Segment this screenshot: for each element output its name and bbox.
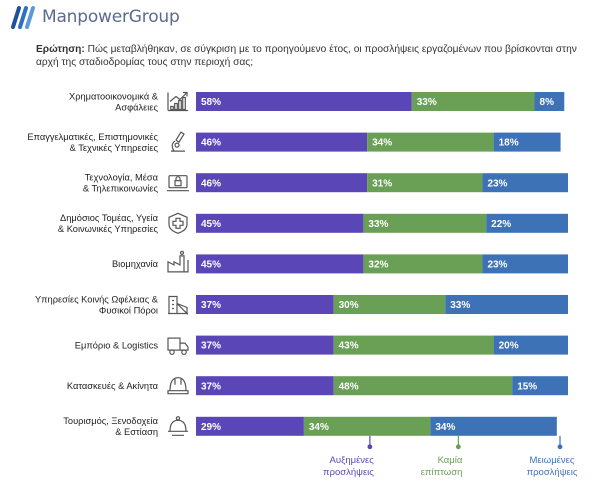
data-label: 33%	[450, 300, 470, 311]
data-label: 37%	[201, 381, 221, 392]
legend-marker-dot	[367, 444, 373, 450]
data-label: 15%	[517, 381, 537, 392]
category-label: Κατασκευές & Ακίνητα	[67, 381, 159, 391]
data-label: 18%	[499, 138, 519, 149]
bar-segment	[196, 132, 368, 152]
data-label: 33%	[368, 219, 388, 230]
data-label: 58%	[201, 97, 221, 108]
data-label: 30%	[339, 300, 359, 311]
bar-segment	[196, 213, 364, 233]
bar-segment	[196, 416, 304, 436]
shield-cross-icon	[168, 212, 188, 234]
bar-segment	[333, 295, 446, 314]
data-label: 23%	[487, 260, 507, 271]
legend-marker-dot	[455, 444, 461, 450]
factory-icon	[167, 250, 189, 273]
manpower-logo-icon	[11, 6, 35, 29]
data-label: 34%	[435, 422, 455, 433]
legend-entry: Αυξημένες προσλήψεις	[323, 455, 374, 478]
category-label: Επαγγελματικές, Επιστημονικές & Τεχνικές …	[27, 132, 158, 153]
bar-segment	[482, 173, 568, 193]
category-label: Τεχνολογία, Μέσα & Τηλεπικοινωνίες	[83, 173, 159, 194]
bar-segment	[363, 254, 483, 274]
category-label: Υπηρεσίες Κοινής Ωφέλειας & Φυσικοί Πόροι	[35, 294, 159, 315]
data-label: 37%	[201, 300, 221, 311]
data-label: 45%	[201, 260, 221, 271]
legend-marker-dot	[557, 444, 563, 450]
bar-segment	[333, 376, 513, 396]
bar-segment	[482, 254, 568, 274]
bar-segment	[196, 92, 412, 111]
data-label: 43%	[339, 341, 359, 352]
data-label: 20%	[499, 341, 519, 352]
bar-segment	[363, 213, 487, 233]
bar-segment	[445, 295, 568, 314]
question-label: Ερώτηση:	[36, 44, 85, 55]
data-label: 45%	[201, 219, 221, 230]
survey-question: Ερώτηση: Πώς μεταβλήθηκαν, σε σύγκριση μ…	[36, 44, 596, 69]
bar-segment	[486, 213, 568, 233]
bar-segment	[196, 254, 364, 274]
bar-segment	[534, 92, 565, 111]
bar-segment	[333, 335, 494, 355]
bar-segment	[493, 335, 568, 355]
data-label: 32%	[368, 260, 388, 271]
data-label: 37%	[201, 341, 221, 352]
bar-segment	[512, 376, 568, 396]
bar-segment	[430, 416, 557, 436]
data-label: 22%	[491, 219, 511, 230]
brand-name: ManpowerGroup	[42, 7, 180, 27]
delivery-truck-icon	[167, 337, 189, 355]
bar-segment	[196, 335, 334, 355]
bar-segment	[196, 173, 368, 193]
data-label: 8%	[540, 97, 555, 108]
bar-segment	[303, 416, 431, 436]
bar-segment	[196, 295, 334, 314]
microscope-icon	[171, 131, 185, 152]
category-label: Δημόσιος Τομέας, Υγεία & Κοινωνικές Υπηρε…	[58, 213, 159, 234]
bar-segment	[493, 132, 561, 152]
data-label: 29%	[201, 422, 221, 433]
legend-entry: Μειωμένες προσλήψεις	[527, 455, 578, 478]
bar-segment	[367, 173, 483, 193]
bar-segment	[196, 376, 334, 396]
data-label: 34%	[309, 422, 329, 433]
category-label: Χρηματοοικονομικά & Ασφάλειες	[69, 91, 159, 112]
bar-segment	[367, 132, 494, 152]
bar-segment	[411, 92, 535, 111]
utilities-building-icon	[168, 295, 188, 315]
legend-entry: Καμία επίπτωση	[421, 455, 463, 478]
question-text: Πώς μεταβλήθηκαν, σε σύγκριση με το προη…	[36, 44, 577, 68]
category-label: Βιομηχανία	[112, 259, 159, 269]
data-label: 23%	[487, 178, 507, 189]
data-label: 46%	[201, 178, 221, 189]
data-label: 31%	[372, 178, 392, 189]
hard-hat-icon	[167, 377, 189, 395]
category-label: Εμπόριο & Logistics	[75, 340, 159, 350]
category-label: Τουρισμός, Ξενοδοχεία & Εστίαση	[63, 416, 158, 437]
laptop-lock-icon	[167, 175, 189, 192]
data-label: 48%	[339, 381, 359, 392]
cloche-icon	[168, 416, 188, 436]
finance-chart-icon	[167, 91, 188, 112]
data-label: 33%	[417, 97, 437, 108]
brand-logo: ManpowerGroup	[10, 4, 180, 30]
data-label: 34%	[372, 138, 392, 149]
data-label: 46%	[201, 138, 221, 149]
